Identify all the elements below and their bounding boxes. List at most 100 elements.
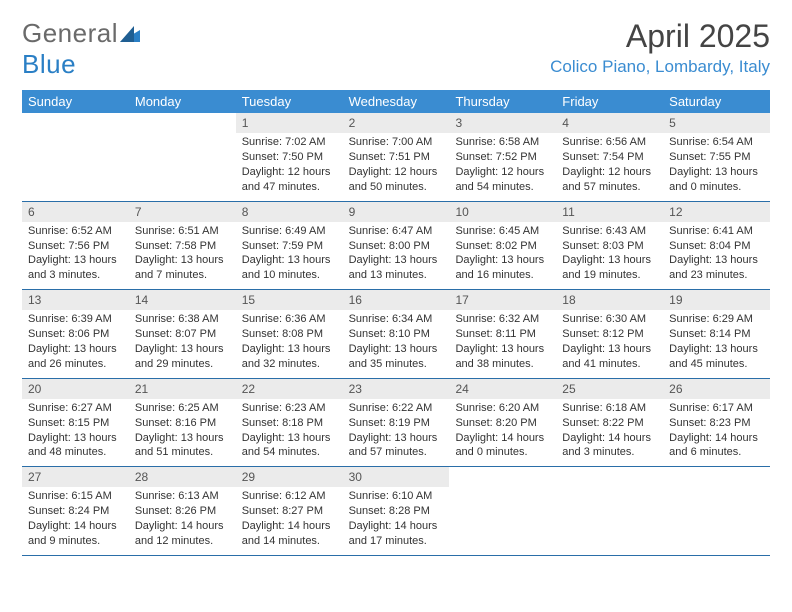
- day-number: 12: [663, 202, 770, 222]
- weekday-header: Monday: [129, 90, 236, 113]
- sunrise-text: Sunrise: 6:10 AM: [349, 489, 444, 504]
- day-cell: 13Sunrise: 6:39 AMSunset: 8:06 PMDayligh…: [22, 290, 129, 378]
- sunrise-text: Sunrise: 6:47 AM: [349, 224, 444, 239]
- day-number: 1: [236, 113, 343, 133]
- sunrise-text: Sunrise: 6:49 AM: [242, 224, 337, 239]
- daylight-text: Daylight: 13 hours and 23 minutes.: [669, 253, 764, 283]
- day-details: Sunrise: 6:45 AMSunset: 8:02 PMDaylight:…: [449, 222, 556, 289]
- day-details: Sunrise: 6:38 AMSunset: 8:07 PMDaylight:…: [129, 310, 236, 377]
- header: GeneralBlue April 2025 Colico Piano, Lom…: [22, 18, 770, 80]
- day-number: 4: [556, 113, 663, 133]
- week-row: 27Sunrise: 6:15 AMSunset: 8:24 PMDayligh…: [22, 467, 770, 556]
- day-details: Sunrise: 6:56 AMSunset: 7:54 PMDaylight:…: [556, 133, 663, 200]
- sunrise-text: Sunrise: 7:02 AM: [242, 135, 337, 150]
- day-details: Sunrise: 6:34 AMSunset: 8:10 PMDaylight:…: [343, 310, 450, 377]
- sunset-text: Sunset: 8:08 PM: [242, 327, 337, 342]
- day-cell: 25Sunrise: 6:18 AMSunset: 8:22 PMDayligh…: [556, 379, 663, 467]
- weekday-header-row: Sunday Monday Tuesday Wednesday Thursday…: [22, 90, 770, 113]
- daylight-text: Daylight: 14 hours and 6 minutes.: [669, 431, 764, 461]
- day-cell: 30Sunrise: 6:10 AMSunset: 8:28 PMDayligh…: [343, 467, 450, 555]
- day-cell: 4Sunrise: 6:56 AMSunset: 7:54 PMDaylight…: [556, 113, 663, 201]
- daylight-text: Daylight: 13 hours and 29 minutes.: [135, 342, 230, 372]
- day-details: Sunrise: 6:12 AMSunset: 8:27 PMDaylight:…: [236, 487, 343, 554]
- day-details: Sunrise: 6:17 AMSunset: 8:23 PMDaylight:…: [663, 399, 770, 466]
- sunset-text: Sunset: 7:52 PM: [455, 150, 550, 165]
- day-number: 13: [22, 290, 129, 310]
- day-cell: 2Sunrise: 7:00 AMSunset: 7:51 PMDaylight…: [343, 113, 450, 201]
- calendar-grid: Sunday Monday Tuesday Wednesday Thursday…: [22, 90, 770, 556]
- day-number: 2: [343, 113, 450, 133]
- sunset-text: Sunset: 7:51 PM: [349, 150, 444, 165]
- day-number: 14: [129, 290, 236, 310]
- day-cell: 27Sunrise: 6:15 AMSunset: 8:24 PMDayligh…: [22, 467, 129, 555]
- sunset-text: Sunset: 8:23 PM: [669, 416, 764, 431]
- sunrise-text: Sunrise: 6:23 AM: [242, 401, 337, 416]
- day-details: Sunrise: 6:13 AMSunset: 8:26 PMDaylight:…: [129, 487, 236, 554]
- day-details: Sunrise: 6:22 AMSunset: 8:19 PMDaylight:…: [343, 399, 450, 466]
- day-number: 28: [129, 467, 236, 487]
- day-details: Sunrise: 7:02 AMSunset: 7:50 PMDaylight:…: [236, 133, 343, 200]
- day-number: 11: [556, 202, 663, 222]
- day-details: Sunrise: 6:47 AMSunset: 8:00 PMDaylight:…: [343, 222, 450, 289]
- day-number: 24: [449, 379, 556, 399]
- day-number: 17: [449, 290, 556, 310]
- day-details: Sunrise: 6:51 AMSunset: 7:58 PMDaylight:…: [129, 222, 236, 289]
- day-details: Sunrise: 6:15 AMSunset: 8:24 PMDaylight:…: [22, 487, 129, 554]
- sunset-text: Sunset: 8:28 PM: [349, 504, 444, 519]
- sunrise-text: Sunrise: 6:58 AM: [455, 135, 550, 150]
- day-number: 25: [556, 379, 663, 399]
- sunrise-text: Sunrise: 6:13 AM: [135, 489, 230, 504]
- location-label: Colico Piano, Lombardy, Italy: [550, 57, 770, 77]
- day-cell: 1Sunrise: 7:02 AMSunset: 7:50 PMDaylight…: [236, 113, 343, 201]
- sunrise-text: Sunrise: 6:45 AM: [455, 224, 550, 239]
- day-details: Sunrise: 7:00 AMSunset: 7:51 PMDaylight:…: [343, 133, 450, 200]
- day-number: 29: [236, 467, 343, 487]
- sunset-text: Sunset: 7:55 PM: [669, 150, 764, 165]
- day-details: Sunrise: 6:25 AMSunset: 8:16 PMDaylight:…: [129, 399, 236, 466]
- day-cell: 9Sunrise: 6:47 AMSunset: 8:00 PMDaylight…: [343, 202, 450, 290]
- day-details: Sunrise: 6:18 AMSunset: 8:22 PMDaylight:…: [556, 399, 663, 466]
- sunset-text: Sunset: 8:12 PM: [562, 327, 657, 342]
- sunset-text: Sunset: 8:07 PM: [135, 327, 230, 342]
- daylight-text: Daylight: 13 hours and 16 minutes.: [455, 253, 550, 283]
- day-cell: 20Sunrise: 6:27 AMSunset: 8:15 PMDayligh…: [22, 379, 129, 467]
- day-number: 20: [22, 379, 129, 399]
- sunset-text: Sunset: 8:14 PM: [669, 327, 764, 342]
- day-cell: 29Sunrise: 6:12 AMSunset: 8:27 PMDayligh…: [236, 467, 343, 555]
- day-number: 18: [556, 290, 663, 310]
- weekday-header: Friday: [556, 90, 663, 113]
- day-cell: 26Sunrise: 6:17 AMSunset: 8:23 PMDayligh…: [663, 379, 770, 467]
- week-row: 6Sunrise: 6:52 AMSunset: 7:56 PMDaylight…: [22, 202, 770, 291]
- daylight-text: Daylight: 13 hours and 38 minutes.: [455, 342, 550, 372]
- sunrise-text: Sunrise: 6:36 AM: [242, 312, 337, 327]
- daylight-text: Daylight: 13 hours and 57 minutes.: [349, 431, 444, 461]
- day-details: Sunrise: 6:49 AMSunset: 7:59 PMDaylight:…: [236, 222, 343, 289]
- sunset-text: Sunset: 8:03 PM: [562, 239, 657, 254]
- sunrise-text: Sunrise: 6:12 AM: [242, 489, 337, 504]
- daylight-text: Daylight: 13 hours and 0 minutes.: [669, 165, 764, 195]
- daylight-text: Daylight: 13 hours and 41 minutes.: [562, 342, 657, 372]
- sunset-text: Sunset: 8:20 PM: [455, 416, 550, 431]
- sunrise-text: Sunrise: 6:25 AM: [135, 401, 230, 416]
- day-cell: 18Sunrise: 6:30 AMSunset: 8:12 PMDayligh…: [556, 290, 663, 378]
- day-details: Sunrise: 6:52 AMSunset: 7:56 PMDaylight:…: [22, 222, 129, 289]
- day-details: Sunrise: 6:36 AMSunset: 8:08 PMDaylight:…: [236, 310, 343, 377]
- day-cell: 8Sunrise: 6:49 AMSunset: 7:59 PMDaylight…: [236, 202, 343, 290]
- sunrise-text: Sunrise: 6:15 AM: [28, 489, 123, 504]
- calendar-page: GeneralBlue April 2025 Colico Piano, Lom…: [0, 0, 792, 574]
- sunset-text: Sunset: 8:18 PM: [242, 416, 337, 431]
- sunrise-text: Sunrise: 6:27 AM: [28, 401, 123, 416]
- empty-day-cell: .: [556, 467, 663, 555]
- weekday-header: Sunday: [22, 90, 129, 113]
- title-block: April 2025 Colico Piano, Lombardy, Italy: [550, 18, 770, 77]
- day-number: 21: [129, 379, 236, 399]
- daylight-text: Daylight: 12 hours and 57 minutes.: [562, 165, 657, 195]
- sunset-text: Sunset: 8:27 PM: [242, 504, 337, 519]
- daylight-text: Daylight: 13 hours and 45 minutes.: [669, 342, 764, 372]
- sunset-text: Sunset: 8:19 PM: [349, 416, 444, 431]
- daylight-text: Daylight: 13 hours and 10 minutes.: [242, 253, 337, 283]
- day-cell: 5Sunrise: 6:54 AMSunset: 7:55 PMDaylight…: [663, 113, 770, 201]
- sunset-text: Sunset: 7:50 PM: [242, 150, 337, 165]
- weeks-container: ..1Sunrise: 7:02 AMSunset: 7:50 PMDaylig…: [22, 113, 770, 556]
- day-number: 9: [343, 202, 450, 222]
